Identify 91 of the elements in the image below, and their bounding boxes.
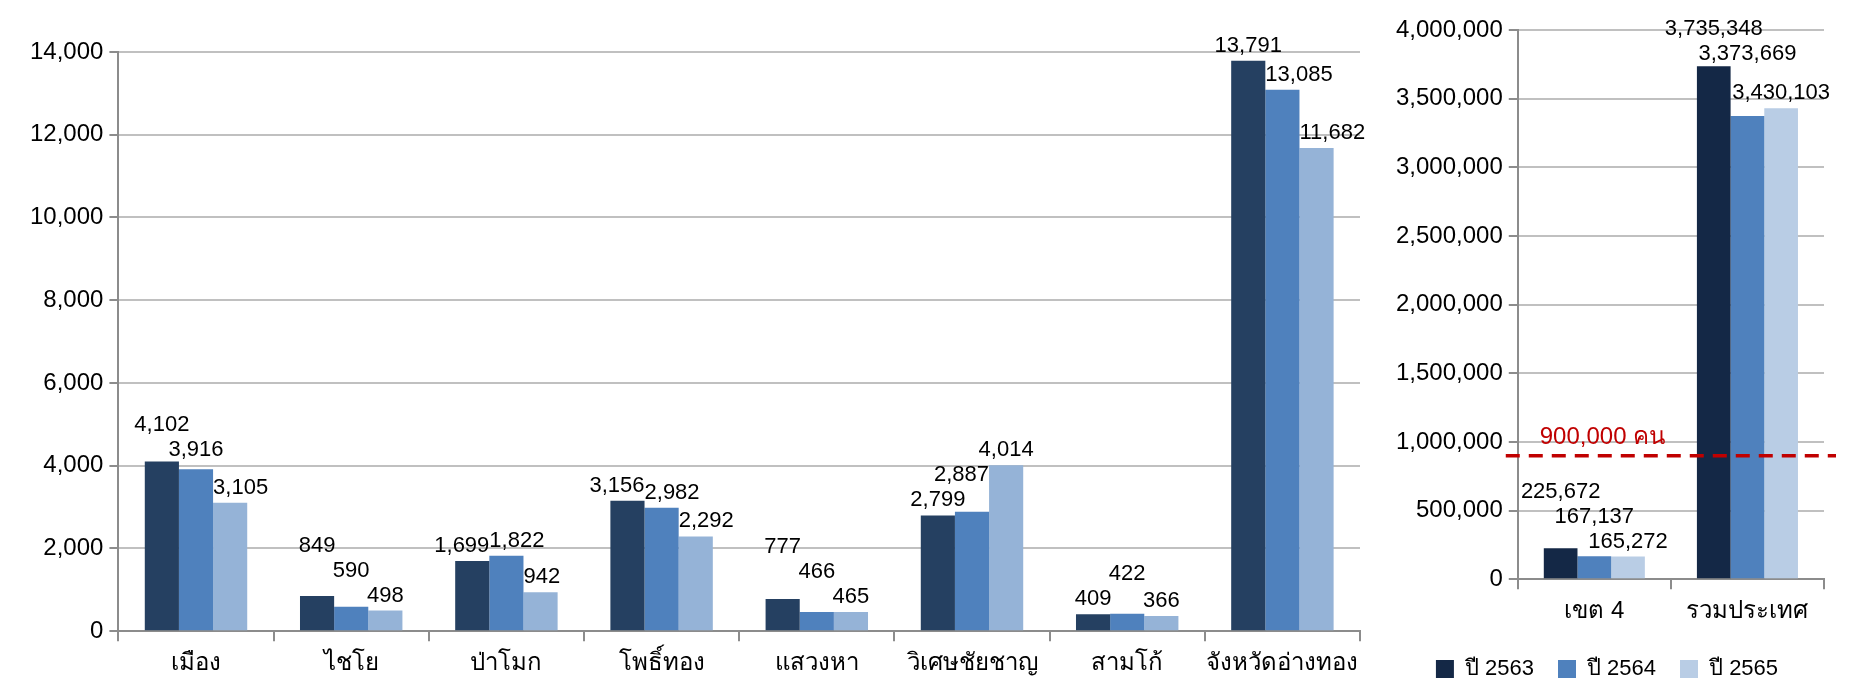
legend-label: ปี 2564	[1585, 655, 1657, 681]
bar	[455, 560, 490, 631]
bar	[799, 611, 834, 631]
bar	[1299, 147, 1334, 631]
bar	[1265, 89, 1300, 631]
bar	[1611, 556, 1645, 579]
bar	[765, 599, 800, 631]
data-label: 2,887	[934, 461, 990, 487]
y-tick-label: 2,000	[43, 533, 104, 561]
data-label: 13,791	[1214, 31, 1282, 57]
x-tick-label: โพธิ์ทอง	[618, 644, 705, 676]
data-label: 777	[764, 533, 802, 559]
x-tick-label: ป่าโมก	[470, 648, 543, 676]
bar	[1730, 116, 1765, 579]
bar	[213, 502, 248, 631]
bar	[178, 469, 214, 631]
y-tick-label: 500,000	[1416, 495, 1503, 523]
data-label: 167,137	[1554, 502, 1635, 528]
bar	[1696, 66, 1731, 579]
y-tick-label: 4,000,000	[1395, 14, 1503, 42]
x-tick-label: ไชโย	[321, 648, 379, 676]
bar	[368, 610, 403, 631]
data-label: 13,085	[1265, 60, 1333, 86]
bar	[989, 465, 1024, 631]
data-label: 2,982	[644, 478, 700, 504]
data-label: 3,105	[213, 473, 269, 499]
y-tick-label: 0	[1489, 563, 1503, 591]
y-tick-label: 2,500,000	[1395, 220, 1503, 248]
data-label: 3,373,669	[1698, 40, 1797, 66]
y-tick-label: 12,000	[30, 119, 104, 147]
x-tick-label: จังหวัดอ่างทอง	[1206, 648, 1359, 676]
bar	[1577, 556, 1612, 579]
y-tick-label: 14,000	[30, 36, 104, 64]
data-label: 3,156	[589, 471, 645, 497]
bar	[954, 511, 990, 631]
data-label: 165,272	[1588, 527, 1668, 553]
y-tick-label: 1,000,000	[1395, 426, 1503, 454]
x-tick-label: วิเศษชัยชาญ	[905, 648, 1038, 677]
data-label: 849	[298, 531, 336, 557]
x-tick-label: แสวงหา	[774, 648, 859, 676]
legend-label: ปี 2563	[1463, 655, 1534, 681]
bar	[920, 515, 955, 631]
y-tick-label: 4,000	[43, 450, 104, 478]
data-label: 409	[1074, 585, 1112, 611]
y-tick-label: 6,000	[43, 367, 104, 395]
bar	[489, 555, 524, 631]
data-label: 3,735,348	[1664, 15, 1763, 41]
y-tick-label: 3,000,000	[1395, 151, 1503, 179]
data-label: 3,916	[168, 435, 224, 461]
legend-label: ปี 2565	[1708, 655, 1779, 681]
bar	[1110, 613, 1145, 631]
bar	[1075, 614, 1111, 631]
data-label: 11,682	[1299, 118, 1366, 144]
data-label: 466	[798, 558, 836, 584]
data-label: 465	[832, 583, 870, 609]
y-tick-label: 1,500,000	[1395, 357, 1503, 385]
data-label: 2,799	[910, 486, 966, 512]
data-label: 590	[332, 556, 370, 582]
y-tick-label: 3,500,000	[1395, 83, 1503, 111]
x-tick-label: เมือง	[171, 648, 222, 676]
data-label: 1,822	[489, 526, 545, 552]
bar	[523, 592, 558, 631]
data-label: 3,430,103	[1732, 79, 1831, 105]
data-label: 1,699	[434, 531, 490, 557]
bar	[144, 461, 179, 631]
y-tick-label: 8,000	[43, 284, 104, 312]
data-label: 422	[1108, 560, 1146, 586]
bar	[1764, 108, 1798, 579]
y-tick-label: 10,000	[30, 202, 104, 230]
data-label: 366	[1142, 587, 1180, 613]
data-label: 4,014	[978, 436, 1034, 462]
bar	[833, 611, 869, 631]
bar	[678, 536, 713, 631]
y-tick-label: 0	[90, 615, 104, 643]
bar	[1144, 616, 1179, 631]
data-label: 942	[523, 563, 561, 589]
x-tick-label: รวมประเทศ	[1686, 596, 1809, 624]
data-label: 225,672	[1520, 477, 1601, 503]
bar	[299, 596, 335, 631]
bar	[610, 500, 645, 631]
data-label: 498	[367, 581, 404, 607]
bar	[1543, 548, 1578, 579]
bar	[1231, 60, 1266, 631]
data-label: 4,102	[134, 410, 190, 436]
y-tick-label: 2,000,000	[1395, 289, 1503, 317]
ref-line-label: 900,000 คน	[1539, 422, 1666, 450]
x-tick-label: เขต 4	[1564, 596, 1625, 624]
bar	[334, 606, 369, 631]
bar	[644, 507, 679, 631]
x-tick-label: สามโก้	[1091, 648, 1164, 676]
data-label: 2,292	[678, 507, 734, 533]
